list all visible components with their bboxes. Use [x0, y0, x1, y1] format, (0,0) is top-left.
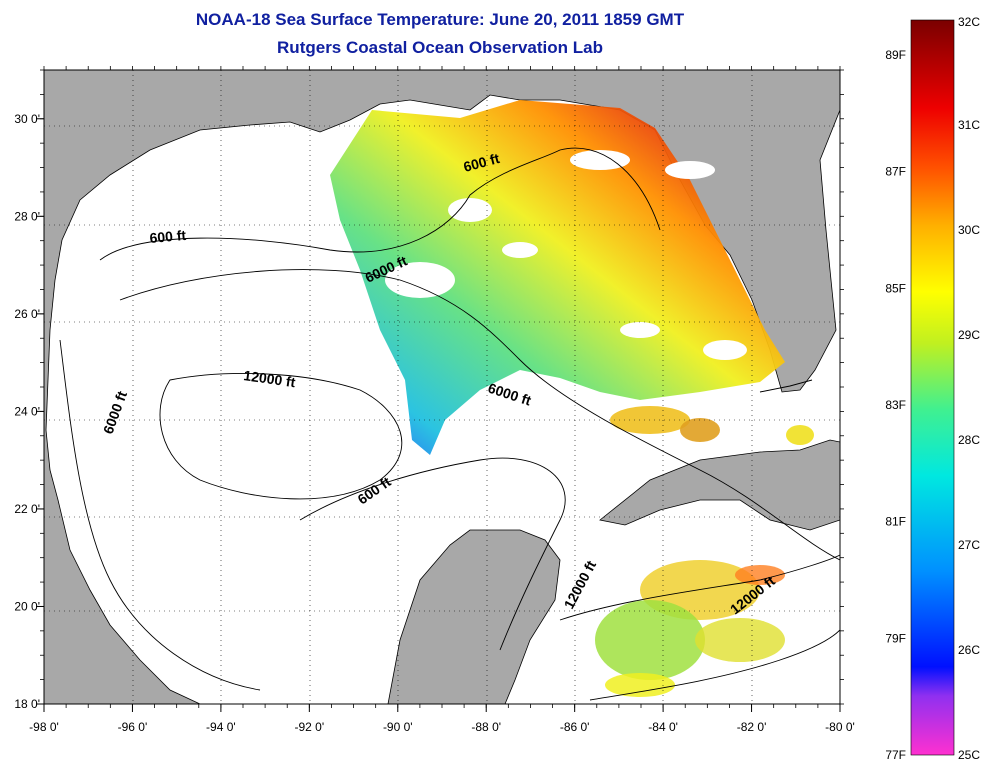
y-tick-label: 26 0' [14, 307, 40, 321]
x-tick-label: -92 0' [295, 720, 325, 734]
contour-label: 600 ft [149, 227, 187, 246]
colorbar-fahrenheit-label: 87F [885, 165, 906, 179]
map-subtitle: Rutgers Coastal Ocean Observation Lab [277, 38, 603, 57]
x-tick-label: -98 0' [29, 720, 59, 734]
x-tick-label: -94 0' [206, 720, 236, 734]
contour-label: 12000 ft [243, 367, 297, 390]
colorbar-celsius-label: 26C [958, 643, 980, 657]
colorbar-fahrenheit-label: 85F [885, 281, 906, 295]
map-plot-area: 600 ft 600 ft 6000 ft 6000 ft 6000 ft 12… [44, 70, 840, 704]
colorbar-labels: 32C 31C 30C 29C 28C 27C 26C 25C 89F 87F 85F 83F 81F 7… [885, 15, 980, 762]
colorbar-celsius-label: 25C [958, 748, 980, 762]
colorbar-fahrenheit-label: 81F [885, 515, 906, 529]
colorbar [910, 19, 955, 756]
colorbar-celsius-label: 28C [958, 433, 980, 447]
y-axis: 18 0' 20 0' 22 0' 24 0' 26 0' 28 0' 30 0' [14, 69, 844, 711]
colorbar-celsius-label: 30C [958, 223, 980, 237]
colorbar-fahrenheit-label: 77F [885, 748, 906, 762]
colorbar-celsius-label: 29C [958, 328, 980, 342]
cloud-gaps [385, 150, 747, 360]
y-tick-label: 22 0' [14, 502, 40, 516]
land-cuba [599, 439, 840, 531]
map-title: NOAA-18 Sea Surface Temperature: June 20… [195, 10, 685, 29]
x-axis: -98 0' -96 0' -94 0' -92 0' -90 0' -88 0' -86 … [29, 66, 855, 734]
land-yucatan [387, 529, 561, 704]
y-tick-label: 20 0' [14, 599, 40, 613]
colorbar-celsius-label: 31C [958, 118, 980, 132]
x-tick-label: -90 0' [383, 720, 413, 734]
x-tick-label: -84 0' [648, 720, 678, 734]
colorbar-fahrenheit-label: 83F [885, 398, 906, 412]
sst-swath [330, 100, 785, 455]
x-tick-label: -82 0' [737, 720, 767, 734]
x-tick-label: -88 0' [471, 720, 501, 734]
y-tick-label: 28 0' [14, 209, 40, 223]
x-tick-label: -80 0' [825, 720, 855, 734]
colorbar-fahrenheit-label: 89F [885, 48, 906, 62]
colorbar-celsius-label: 27C [958, 538, 980, 552]
colorbar-celsius-label: 32C [958, 15, 980, 29]
y-tick-label: 24 0' [14, 404, 40, 418]
land-florida-keys [759, 379, 813, 393]
graticule [44, 70, 840, 704]
colorbar-fahrenheit-label: 79F [885, 631, 906, 645]
y-tick-label: 18 0' [14, 697, 40, 711]
land-us-gulf-coast [44, 70, 840, 704]
x-tick-label: -86 0' [560, 720, 590, 734]
x-tick-label: -96 0' [118, 720, 148, 734]
bathymetry-contours [59, 147, 840, 701]
y-tick-label: 30 0' [14, 112, 40, 126]
